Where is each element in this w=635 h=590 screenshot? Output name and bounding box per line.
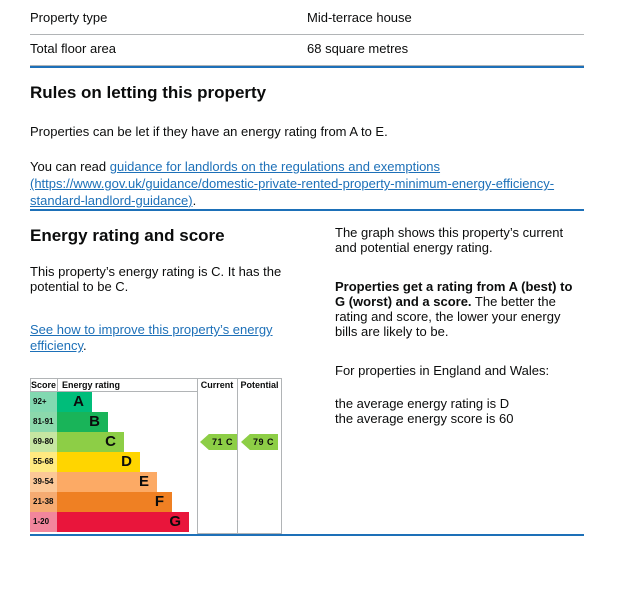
rules-link-paragraph: You can read guidance for landlords on t… xyxy=(30,158,584,209)
epc-grid-line xyxy=(57,378,58,391)
property-type-label: Property type xyxy=(30,4,307,35)
epc-grid-line xyxy=(30,378,31,391)
landlord-guidance-link[interactable]: guidance for landlords on the regulation… xyxy=(30,159,555,208)
epc-band-row: 39-54 E xyxy=(30,472,197,492)
epc-chart: Score Energy rating Current Potential 92… xyxy=(30,378,282,534)
total-floor-area-label: Total floor area xyxy=(30,34,307,66)
epc-header-potential: Potential xyxy=(240,380,279,390)
epc-grid-line xyxy=(237,378,238,534)
section-divider xyxy=(30,66,584,68)
rules-paragraph: Properties can be let if they have an en… xyxy=(30,124,388,139)
epc-band-row: 21-38 F xyxy=(30,492,197,512)
epc-band-bar: G xyxy=(57,512,189,532)
list-item: the average energy rating is D xyxy=(335,396,510,411)
epc-score-cell: 39-54 xyxy=(30,472,57,492)
energy-rating-section: Energy rating and score This property’s … xyxy=(30,211,584,534)
improve-link-paragraph: See how to improve this property’s energ… xyxy=(30,322,305,354)
epc-band-bar: B xyxy=(57,412,108,432)
epc-score-cell: 55-68 xyxy=(30,452,57,472)
potential-rating-arrow: 79 C xyxy=(241,434,278,450)
total-floor-area-value: 68 square metres xyxy=(307,34,584,66)
rules-link-prefix: You can read xyxy=(30,159,110,174)
property-type-value: Mid-terrace house xyxy=(307,4,584,35)
epc-band-bar: C xyxy=(57,432,124,452)
section-divider xyxy=(30,209,584,211)
rules-section: Rules on letting this property Propertie… xyxy=(30,82,584,209)
epc-score-cell: 69-80 xyxy=(30,432,57,452)
epc-band-bar: F xyxy=(57,492,172,512)
epc-chart-top-border xyxy=(30,378,282,379)
table-row: Total floor area 68 square metres xyxy=(30,34,584,66)
epc-grid-line xyxy=(281,378,282,534)
epc-grid-line xyxy=(197,378,198,534)
table-row: Property type Mid-terrace house xyxy=(30,4,584,35)
epc-band-rows: 92+ A 81-91 B 69-80 C 55-68 D 39-54 E 21-38 F 1-20 G xyxy=(30,392,197,532)
epc-band-row: 92+ A xyxy=(30,392,197,412)
rating-scale-bold-text: Properties get a rating from A (best) to… xyxy=(335,279,573,309)
epc-band-row: 1-20 G xyxy=(30,512,197,532)
rating-scale-rest-text: The better the rating and score, the low… xyxy=(335,294,561,339)
epc-band-bar: A xyxy=(57,392,92,412)
averages-list: the average energy rating is D the avera… xyxy=(335,396,584,426)
epc-band-row: 69-80 C xyxy=(30,432,197,452)
rules-heading: Rules on letting this property xyxy=(30,83,267,102)
rating-scale-paragraph: Properties get a rating from A (best) to… xyxy=(335,279,584,339)
improve-efficiency-link[interactable]: See how to improve this property’s energ… xyxy=(30,322,273,353)
epc-header-underline xyxy=(30,391,198,392)
epc-band-row: 55-68 D xyxy=(30,452,197,472)
graph-explainer-paragraph: The graph shows this property’s current … xyxy=(335,225,564,255)
current-rating-arrow: 71 C xyxy=(200,434,237,450)
england-wales-paragraph: For properties in England and Wales: xyxy=(335,363,550,378)
section-divider xyxy=(30,534,584,536)
improve-link-suffix: . xyxy=(83,338,87,353)
epc-band-bar: D xyxy=(57,452,140,472)
epc-header-energy-rating: Energy rating xyxy=(62,380,121,390)
rating-explainer-column: The graph shows this property’s current … xyxy=(335,211,584,426)
epc-band-row: 81-91 B xyxy=(30,412,197,432)
epc-score-cell: 92+ xyxy=(30,392,57,412)
property-facts-table: Property type Mid-terrace house Total fl… xyxy=(30,4,584,66)
epc-chart-bottom-border xyxy=(197,533,282,534)
epc-score-cell: 21-38 xyxy=(30,492,57,512)
epc-score-cell: 1-20 xyxy=(30,512,57,532)
rating-summary-paragraph: This property’s energy rating is C. It h… xyxy=(30,264,282,294)
list-item: the average energy score is 60 xyxy=(335,411,514,426)
energy-rating-heading: Energy rating and score xyxy=(30,226,225,245)
rules-link-suffix: . xyxy=(192,193,197,208)
epc-chart-header: Score Energy rating Current Potential xyxy=(30,379,282,391)
rating-left-column: Energy rating and score This property’s … xyxy=(30,211,305,534)
page: Property type Mid-terrace house Total fl… xyxy=(30,0,584,536)
epc-score-cell: 81-91 xyxy=(30,412,57,432)
epc-band-bar: E xyxy=(57,472,157,492)
epc-header-score: Score xyxy=(30,380,56,390)
epc-header-current: Current xyxy=(200,380,234,390)
